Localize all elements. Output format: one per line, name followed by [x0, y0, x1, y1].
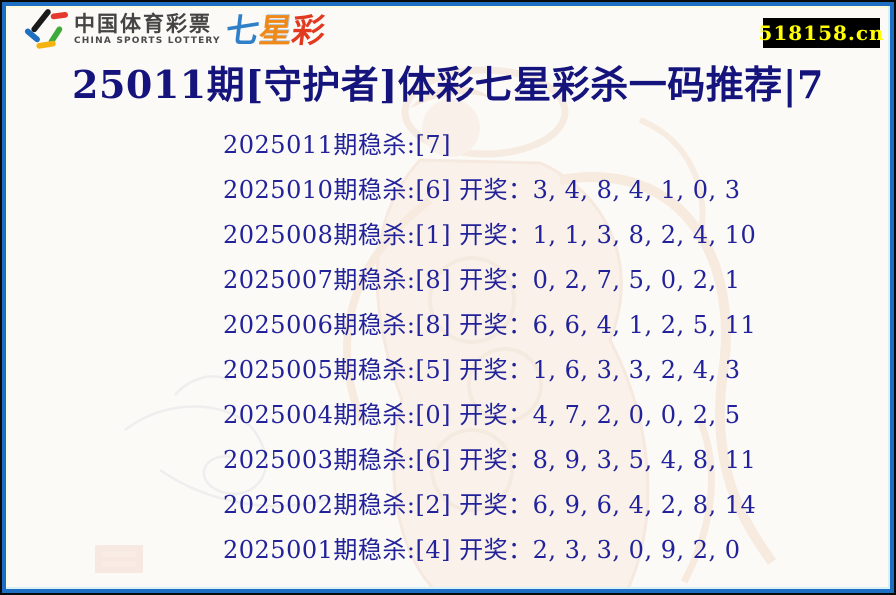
record-line: 2025004期稳杀:[0] 开奖：4, 7, 2, 0, 0, 2, 5: [223, 401, 741, 429]
logo-product-name: 七 星 彩: [223, 10, 328, 50]
record-line: 2025007期稳杀:[8] 开奖：0, 2, 7, 5, 0, 2, 1: [223, 266, 741, 294]
product-char-qi: 七: [223, 10, 262, 50]
logo-english-name: CHINA SPORTS LOTTERY: [74, 36, 221, 46]
header: 中国体育彩票 CHINA SPORTS LOTTERY 七 星 彩 518158…: [0, 0, 896, 56]
sports-lottery-figure-icon: [24, 9, 68, 49]
site-domain-badge: 518158.cn: [758, 18, 884, 48]
record-line: 2025008期稳杀:[1] 开奖：1, 1, 3, 8, 2, 4, 10: [223, 221, 757, 249]
record-line: 2025005期稳杀:[5] 开奖：1, 6, 3, 3, 2, 4, 3: [223, 356, 741, 384]
record-line: 2025002期稳杀:[2] 开奖：6, 9, 6, 4, 2, 8, 14: [223, 491, 757, 519]
record-line: 2025006期稳杀:[8] 开奖：6, 6, 4, 1, 2, 5, 11: [223, 311, 757, 339]
record-line: 2025011期稳杀:[7]: [223, 131, 451, 159]
page-title: 25011期[守护者]体彩七星彩杀一码推荐|7: [72, 62, 824, 107]
product-char-xing: 星: [256, 10, 295, 50]
logo-chinese-name: 中国体育彩票: [74, 12, 212, 36]
record-line: 2025003期稳杀:[6] 开奖：8, 9, 3, 5, 4, 8, 11: [223, 446, 757, 474]
product-char-cai: 彩: [289, 10, 328, 50]
china-sports-lottery-logo: 中国体育彩票 CHINA SPORTS LOTTERY 七 星 彩: [22, 7, 328, 53]
record-line: 2025010期稳杀:[6] 开奖：3, 4, 8, 4, 1, 0, 3: [223, 176, 741, 204]
record-line: 2025001期稳杀:[4] 开奖：2, 3, 3, 0, 9, 2, 0: [223, 536, 741, 564]
logo-text: 中国体育彩票 CHINA SPORTS LOTTERY: [74, 14, 221, 46]
kill-number-records: 2025011期稳杀:[7] 2025010期稳杀:[6] 开奖：3, 4, 8…: [223, 120, 756, 570]
